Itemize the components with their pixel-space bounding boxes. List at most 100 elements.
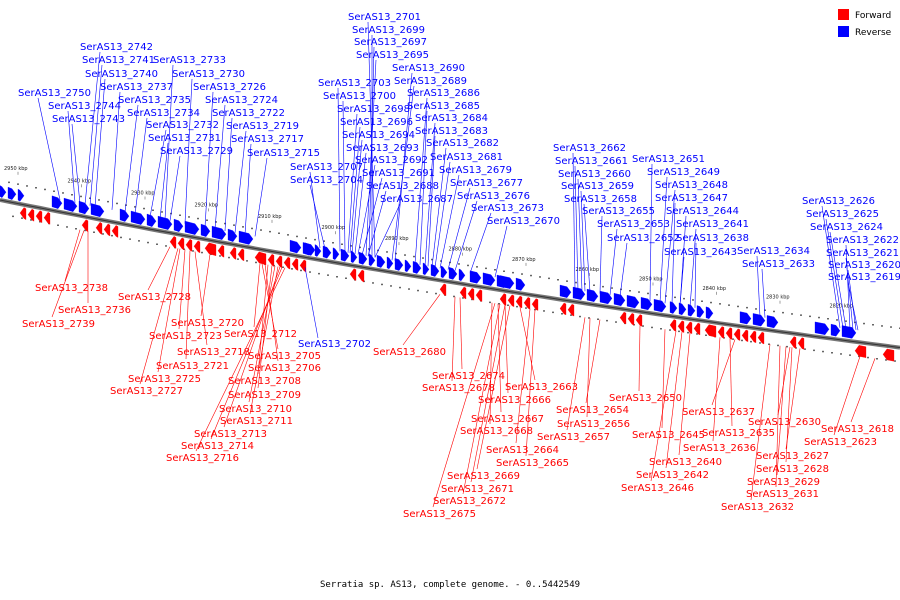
minor-feature-mark [93,231,95,233]
minor-feature-mark [872,324,874,326]
reverse-gene-label: SerAS13_2741 [82,55,155,66]
reverse-gene-label: SerAS13_2673 [471,203,544,214]
reverse-gene-arrow [130,210,146,225]
reverse-gene-arrow [499,275,515,289]
minor-feature-mark [881,325,883,327]
reverse-label-leader [577,178,583,291]
minor-feature-mark [570,314,572,316]
minor-feature-mark [539,276,541,278]
forward-gene-arrow [169,236,177,249]
minor-feature-mark [350,245,352,247]
reverse-gene-label: SerAS13_2653 [597,219,670,230]
reverse-label-leader [357,164,376,255]
reverse-label-leader [756,255,761,317]
reverse-label-leader [821,205,841,328]
forward-gene-arrow [559,302,567,316]
minor-feature-mark [413,255,415,258]
forward-label-leader [750,344,771,501]
forward-gene-arrow [531,298,539,311]
reverse-gene-arrow [626,295,640,309]
forward-gene-label: SerAS13_2710 [219,404,292,415]
forward-gene-arrow [19,207,27,220]
minor-feature-mark [246,260,248,262]
reverse-label-leader [572,152,576,290]
forward-gene-arrow [204,242,217,256]
reverse-label-leader [214,104,226,230]
reverse-gene-arrow [404,259,412,273]
forward-gene-label: SerAS13_2654 [556,405,629,416]
reverse-gene-arrow [469,270,482,284]
reverse-gene-label: SerAS13_2735 [118,95,191,106]
minor-feature-mark [741,339,743,342]
reverse-gene-label: SerAS13_2694 [342,130,415,141]
minor-feature-mark [408,288,410,290]
minor-feature-mark [8,181,10,184]
minor-feature-mark [440,260,442,262]
minor-feature-mark [395,252,397,255]
minor-feature-mark [552,311,554,314]
reverse-gene-label: SerAS13_2742 [80,42,153,53]
forward-gene-arrow [749,330,757,344]
reverse-label-leader [649,163,653,302]
minor-feature-mark [53,190,55,192]
forward-label-leader [223,266,281,428]
minor-feature-mark [12,215,14,218]
minor-feature-mark [458,263,460,265]
reverse-label-leader [427,135,436,267]
reverse-gene-label: SerAS13_2744 [48,101,121,112]
forward-gene-label: SerAS13_2631 [746,489,819,500]
reverse-gene-label: SerAS13_2622 [826,235,899,246]
minor-feature-mark [399,286,401,289]
forward-gene-label: SerAS13_2667 [471,414,544,425]
minor-feature-mark [534,308,536,311]
forward-gene-arrow [635,314,643,327]
minor-feature-mark [836,319,838,321]
forward-label-leader [257,264,269,375]
forward-gene-arrow [693,322,701,336]
minor-feature-mark [692,299,694,301]
reverse-gene-arrow [830,323,841,337]
forward-gene-label: SerAS13_2627 [756,451,829,462]
reverse-gene-label: SerAS13_2691 [362,168,435,179]
minor-feature-mark [561,313,563,315]
forward-gene-arrow [789,336,797,349]
reverse-gene-label: SerAS13_2648 [655,180,728,191]
minor-feature-mark [80,195,82,198]
reverse-label-leader [204,91,214,228]
forward-gene-arrow [677,320,685,333]
minor-feature-mark [732,338,734,340]
reverse-gene-label: SerAS13_2703 [318,78,391,89]
forward-label-leader [185,250,191,360]
scale-tick-label: 2940 kbp [68,178,92,184]
forward-gene-label: SerAS13_2623 [804,437,877,448]
minor-feature-mark [381,283,383,286]
reverse-gene-arrow [515,277,526,291]
minor-feature-mark [845,320,847,322]
reverse-gene-arrow [146,213,157,227]
minor-feature-mark [309,271,311,273]
forward-gene-arrow [459,286,467,300]
reverse-gene-arrow [766,315,779,329]
minor-feature-mark [98,199,100,201]
minor-feature-mark [215,221,217,223]
forward-gene-arrow [854,345,867,358]
reverse-gene-arrow [63,197,78,212]
scale-tick-label: 2900 kbp [322,225,346,231]
reverse-gene-arrow [678,302,687,316]
forward-gene-arrow [111,225,119,238]
minor-feature-mark [188,216,190,218]
legend: Forward Reverse [838,9,892,38]
forward-gene-label: SerAS13_2713 [194,429,267,440]
minor-feature-mark [876,358,878,360]
forward-label-leader [451,296,456,382]
reverse-gene-label: SerAS13_2620 [828,260,900,271]
minor-feature-mark [525,307,527,309]
reverse-gene-label: SerAS13_2704 [290,175,363,186]
minor-feature-mark [579,315,581,318]
minor-feature-mark [147,241,149,244]
reverse-gene-arrow [289,239,302,254]
reverse-label-leader [304,267,319,339]
reverse-gene-arrow [119,208,130,222]
forward-label-leader [459,297,463,370]
forward-gene-arrow [704,324,717,338]
